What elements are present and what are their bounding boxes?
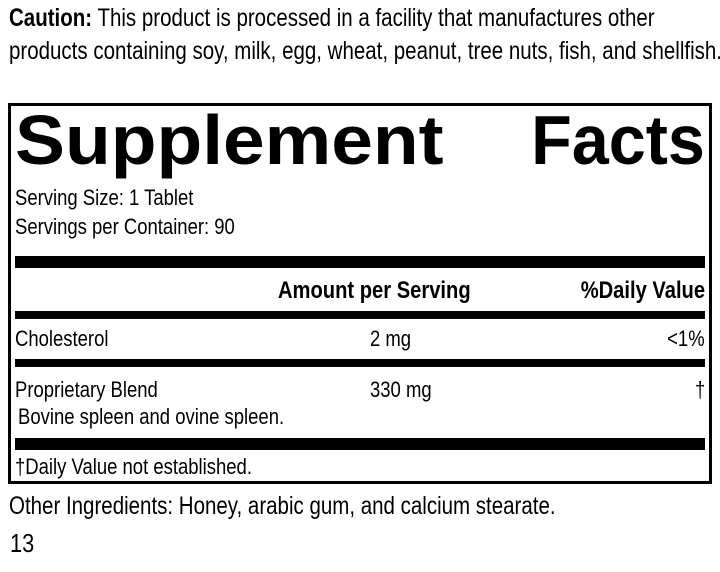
caution-paragraph: Caution: This product is processed in a … — [9, 2, 720, 68]
supplement-facts-panel: Supplement Facts Serving Size: 1 Tablet … — [8, 103, 712, 484]
divider-thick-bottom — [15, 438, 705, 450]
page-number: 13 — [10, 528, 35, 558]
caution-label: Caution: — [9, 4, 93, 32]
proprietary-blend-main: Proprietary Blend 330 mg † — [15, 376, 705, 404]
divider-medium-2 — [15, 359, 705, 367]
panel-title-word-2: Facts — [531, 101, 705, 179]
column-header-row: Amount per Serving %Daily Value — [15, 268, 705, 311]
servings-per-container-text: Servings per Container: 90 — [15, 214, 235, 239]
panel-title: Supplement Facts — [15, 101, 705, 179]
nutrient-daily-value: <1% — [667, 326, 705, 351]
other-ingredients-line: Other Ingredients: Honey, arabic gum, an… — [9, 490, 676, 522]
daily-value-column-header: %Daily Value — [580, 277, 705, 304]
nutrient-amount: 2 mg — [370, 326, 412, 351]
table-row-proprietary-blend: Proprietary Blend 330 mg † Bovine spleen… — [15, 367, 705, 430]
amount-column-header: Amount per Serving — [278, 277, 471, 304]
caution-text: This product is processed in a facility … — [9, 4, 720, 65]
serving-size-line: Serving Size: 1 Tablet — [15, 183, 705, 212]
divider-thick-top — [15, 256, 705, 268]
nutrient-daily-value: † — [694, 377, 705, 402]
blend-ingredients-note: Bovine spleen and ovine spleen. — [18, 404, 285, 429]
nutrient-amount: 330 mg — [370, 377, 432, 402]
other-ingredients-text: Other Ingredients: Honey, arabic gum, an… — [9, 492, 556, 520]
daily-value-footnote: †Daily Value not established. — [15, 454, 252, 479]
panel-title-word-1: Supplement — [15, 101, 444, 179]
table-row-cholesterol: Cholesterol 2 mg <1% — [15, 319, 705, 359]
nutrient-name: Cholesterol — [15, 326, 109, 351]
servings-per-container-line: Servings per Container: 90 — [15, 212, 705, 241]
serving-size-text: Serving Size: 1 Tablet — [15, 185, 194, 210]
nutrient-name: Proprietary Blend — [15, 377, 158, 402]
divider-medium-1 — [15, 311, 705, 319]
